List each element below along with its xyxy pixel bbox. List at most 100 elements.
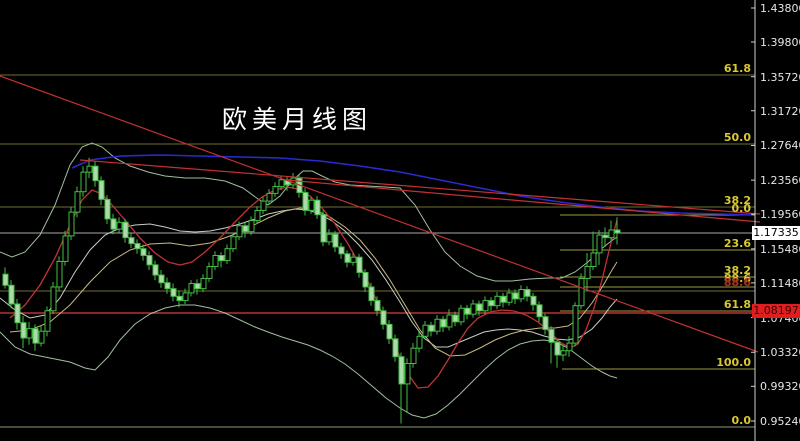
candle-body[interactable] (68, 211, 75, 237)
candle-body[interactable] (494, 295, 501, 307)
candle-body[interactable] (152, 264, 159, 276)
candle-body[interactable] (470, 303, 477, 315)
candle-body[interactable] (158, 274, 165, 284)
candle-body[interactable] (74, 191, 81, 213)
candle-body[interactable] (386, 323, 393, 340)
red-trendline[interactable] (0, 75, 759, 353)
current-price-box[interactable]: 1.17335 (752, 226, 800, 241)
candle-body[interactable] (584, 266, 591, 279)
candle-body[interactable] (242, 225, 249, 233)
candle-body[interactable] (140, 248, 147, 256)
candle-body[interactable] (32, 328, 39, 344)
candle-body[interactable] (98, 180, 105, 200)
candle-body[interactable] (356, 256, 363, 274)
candle-body[interactable] (590, 252, 597, 268)
red-trendline[interactable] (286, 179, 761, 223)
candle-body[interactable] (536, 304, 543, 318)
candle-body[interactable] (86, 165, 93, 173)
candle-body[interactable] (398, 356, 405, 385)
candle-body[interactable] (566, 342, 573, 352)
candle-body[interactable] (248, 220, 255, 233)
candle-body[interactable] (440, 318, 447, 328)
candle-body[interactable] (272, 186, 279, 194)
candle-body[interactable] (404, 363, 411, 385)
candle-body[interactable] (14, 303, 21, 324)
candle-body[interactable] (422, 324, 429, 337)
candle-body[interactable] (2, 273, 9, 286)
candle-body[interactable] (560, 350, 567, 356)
candle-body[interactable] (50, 286, 57, 312)
candle-body[interactable] (344, 253, 351, 263)
candle-body[interactable] (380, 310, 387, 325)
candle-body[interactable] (608, 229, 615, 239)
candle-body[interactable] (128, 237, 135, 245)
candle-body[interactable] (434, 318, 441, 332)
candle-body[interactable] (452, 314, 459, 323)
candle-body[interactable] (338, 246, 345, 255)
candle-body[interactable] (134, 243, 141, 250)
candle-body[interactable] (416, 335, 423, 349)
candle-body[interactable] (548, 328, 555, 343)
candle-body[interactable] (476, 303, 483, 312)
candle-body[interactable] (236, 225, 243, 238)
candle-body[interactable] (596, 234, 603, 254)
candle-body[interactable] (464, 307, 471, 315)
candle-body[interactable] (80, 171, 87, 193)
candle-body[interactable] (110, 218, 117, 230)
candle-body[interactable] (506, 292, 513, 303)
candle-body[interactable] (572, 305, 579, 344)
candle-body[interactable] (530, 295, 537, 306)
candle-body[interactable] (230, 236, 237, 250)
candle-body[interactable] (206, 266, 213, 279)
candle-body[interactable] (218, 254, 225, 262)
candle-body[interactable] (116, 221, 123, 230)
candle-body[interactable] (614, 229, 621, 234)
candle-body[interactable] (20, 322, 27, 339)
candle-body[interactable] (62, 235, 69, 262)
candle-body[interactable] (374, 300, 381, 312)
candle-body[interactable] (326, 233, 333, 243)
candle-body[interactable] (392, 338, 399, 358)
candle-body[interactable] (8, 284, 15, 305)
candle-body[interactable] (554, 341, 561, 356)
candle-body[interactable] (578, 277, 585, 307)
candle-body[interactable] (38, 330, 45, 344)
candle-body[interactable] (224, 248, 231, 262)
candle-body[interactable] (410, 347, 417, 365)
candle-body[interactable] (254, 209, 261, 222)
candle-body[interactable] (212, 254, 219, 268)
candle-body[interactable] (362, 272, 369, 288)
candle-body[interactable] (170, 288, 177, 297)
candle-body[interactable] (260, 200, 267, 211)
candle-body[interactable] (428, 324, 435, 332)
candle-body[interactable] (26, 328, 33, 339)
candle-body[interactable] (458, 307, 465, 323)
candle-body[interactable] (188, 283, 195, 294)
candle-body[interactable] (308, 199, 315, 211)
candle-body[interactable] (368, 286, 375, 302)
red-trendline[interactable] (79, 159, 761, 215)
candle-body[interactable] (164, 282, 171, 290)
candle-body[interactable] (146, 254, 153, 266)
candle-body[interactable] (194, 283, 201, 290)
candle-body[interactable] (542, 316, 549, 330)
candle-body[interactable] (266, 192, 273, 202)
candle-body[interactable] (512, 292, 519, 300)
candle-body[interactable] (350, 256, 357, 263)
candle-body[interactable] (320, 214, 327, 243)
candle-body[interactable] (524, 289, 531, 297)
candle-body[interactable] (104, 198, 111, 220)
candle-body[interactable] (44, 310, 51, 332)
candle-body[interactable] (602, 234, 609, 239)
candle-body[interactable] (122, 221, 129, 239)
candle-body[interactable] (200, 277, 207, 290)
bollinger-upper-band-line[interactable] (0, 142, 618, 282)
candle-body[interactable] (176, 295, 183, 302)
bollinger-lower-band-line[interactable] (0, 304, 618, 419)
candle-body[interactable] (518, 289, 525, 300)
candle-body[interactable] (302, 192, 309, 211)
candle-body[interactable] (182, 292, 189, 302)
candle-body[interactable] (56, 260, 63, 288)
candle-body[interactable] (92, 165, 99, 182)
